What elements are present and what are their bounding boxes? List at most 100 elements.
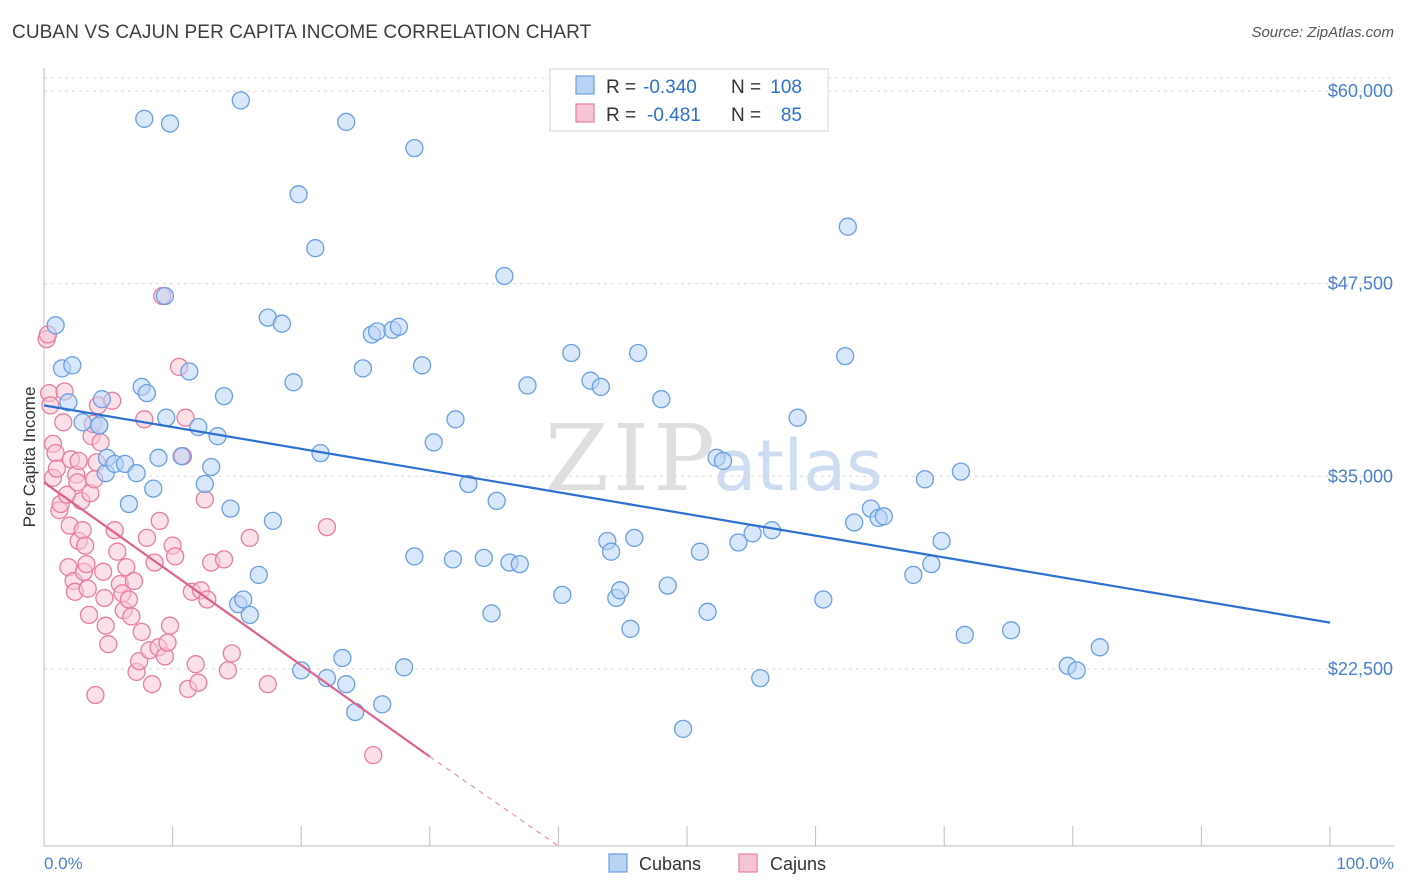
- data-point: [743, 524, 762, 543]
- data-point: [158, 633, 177, 652]
- data-point: [373, 695, 392, 714]
- data-point: [845, 513, 864, 532]
- series-legend: Cubans Cajuns: [608, 853, 826, 874]
- data-point: [713, 451, 733, 471]
- cajun-r-value: -0.481: [647, 105, 701, 126]
- y-tick-label: $47,500: [1328, 274, 1393, 294]
- data-point: [353, 359, 373, 378]
- data-point: [1067, 661, 1086, 680]
- data-point: [1090, 638, 1109, 657]
- data-point: [788, 408, 807, 427]
- data-point: [364, 745, 383, 765]
- data-point: [77, 554, 96, 574]
- data-point: [46, 443, 65, 463]
- data-point: [127, 464, 146, 483]
- data-point: [922, 554, 941, 574]
- y-tick-label: $60,000: [1328, 81, 1393, 101]
- data-point: [160, 114, 180, 133]
- data-point: [119, 494, 139, 514]
- data-point: [86, 685, 105, 705]
- data-point: [73, 521, 92, 540]
- data-point: [234, 590, 253, 609]
- cuban-trend-line: [43, 404, 1331, 624]
- x-tick-label-min: 0.0%: [44, 854, 83, 873]
- data-point: [108, 542, 127, 561]
- cuban-n-value: 108: [770, 77, 802, 98]
- data-point: [446, 410, 465, 429]
- y-axis-label: Per Capita Income: [20, 387, 39, 528]
- data-point: [218, 661, 238, 680]
- data-point: [160, 616, 180, 635]
- watermark-zip: ZIP: [545, 405, 719, 512]
- data-point: [904, 565, 923, 585]
- data-point: [690, 542, 710, 561]
- cajun-trend-line: [43, 481, 431, 758]
- data-point: [412, 356, 432, 375]
- legend-cajuns-swatch: [738, 853, 758, 873]
- data-point: [95, 588, 114, 608]
- cuban-r-label: R =: [606, 77, 636, 98]
- data-point: [621, 619, 640, 638]
- data-point: [658, 576, 677, 595]
- data-point: [195, 474, 214, 494]
- cajun-legend-swatch: [575, 103, 595, 123]
- data-point: [405, 547, 424, 566]
- data-point: [124, 571, 144, 591]
- legend-cubans-label: Cubans: [639, 854, 701, 874]
- data-point: [729, 533, 748, 552]
- x-ticks: [43, 826, 1331, 846]
- data-point: [91, 433, 110, 452]
- data-point: [144, 479, 163, 498]
- gridlines: [44, 77, 1394, 670]
- data-point: [221, 499, 240, 518]
- data-point: [874, 507, 893, 526]
- data-point: [263, 511, 283, 531]
- data-point: [176, 408, 195, 427]
- cajun-series: [37, 286, 383, 765]
- y-tick-label: $35,000: [1328, 466, 1393, 486]
- data-point: [240, 528, 259, 548]
- trend-lines: [43, 404, 1331, 847]
- data-point: [195, 490, 214, 509]
- data-point: [258, 675, 277, 694]
- data-point: [932, 531, 951, 551]
- data-point: [389, 317, 409, 336]
- legend-cajuns-label: Cajuns: [770, 854, 826, 874]
- data-point: [47, 459, 67, 478]
- data-point: [562, 343, 581, 363]
- data-point: [135, 410, 154, 429]
- data-point: [518, 376, 537, 395]
- cuban-r-value: -0.340: [643, 77, 697, 98]
- data-point: [119, 590, 139, 609]
- data-point: [172, 447, 191, 466]
- chart-title: CUBAN VS CAJUN PER CAPITA INCOME CORRELA…: [12, 22, 592, 43]
- data-point: [149, 448, 168, 467]
- data-point: [99, 635, 118, 654]
- data-point: [186, 655, 205, 674]
- data-point: [94, 562, 113, 581]
- data-point: [122, 607, 141, 626]
- data-point: [90, 416, 109, 435]
- data-point: [474, 548, 493, 568]
- data-point: [142, 675, 162, 694]
- data-point: [625, 528, 644, 548]
- data-point: [482, 604, 501, 623]
- watermark-atlas: atlas: [713, 425, 882, 507]
- data-point: [394, 658, 414, 677]
- data-point: [249, 565, 268, 585]
- data-point: [137, 383, 157, 403]
- data-point: [628, 343, 648, 363]
- data-point: [189, 673, 208, 692]
- data-point: [202, 457, 221, 477]
- data-point: [610, 581, 630, 600]
- source-note: Source: ZipAtlas.com: [1251, 24, 1394, 41]
- data-point: [135, 109, 154, 128]
- data-point: [231, 91, 250, 110]
- data-point: [289, 185, 308, 204]
- data-point: [117, 558, 136, 577]
- data-point: [337, 675, 356, 694]
- data-point: [955, 625, 974, 645]
- data-point: [838, 217, 857, 236]
- data-point: [317, 517, 337, 537]
